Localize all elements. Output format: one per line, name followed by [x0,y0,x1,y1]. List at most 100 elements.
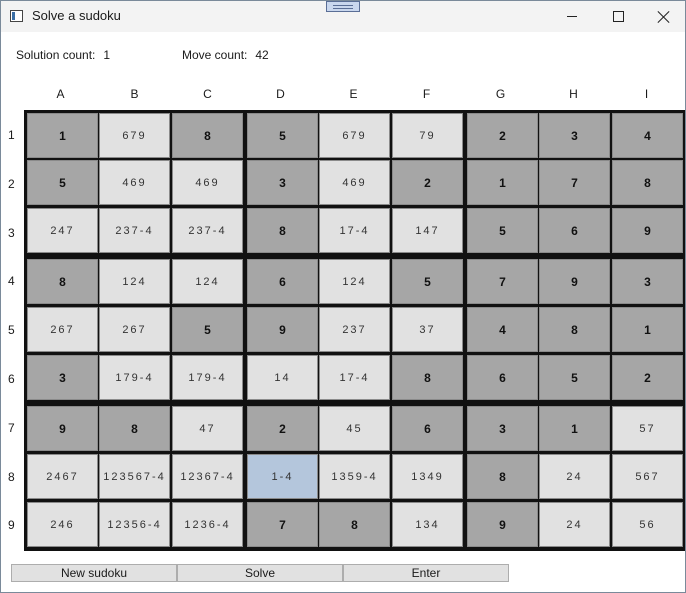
row-header: 1 [8,128,15,142]
row-header: 4 [8,274,15,288]
sudoku-cell[interactable]: 5 [27,160,98,205]
drag-handle-icon[interactable] [326,1,360,12]
solve-button[interactable]: Solve [177,564,343,582]
sudoku-cell[interactable]: 5 [467,208,538,253]
sudoku-cell[interactable]: 679 [319,113,390,158]
sudoku-cell[interactable]: 12367-4 [172,454,243,499]
sudoku-cell[interactable]: 8 [319,502,390,547]
sudoku-cell[interactable]: 3 [612,259,683,304]
sudoku-cell[interactable]: 17-4 [319,355,390,400]
sudoku-cell[interactable]: 56 [612,502,683,547]
new-sudoku-button[interactable]: New sudoku [11,564,177,582]
sudoku-cell[interactable]: 179-4 [99,355,170,400]
maximize-button[interactable] [595,1,641,32]
sudoku-cell[interactable]: 247 [27,208,98,253]
row-header: 5 [8,323,15,337]
sudoku-cell[interactable]: 1 [27,113,98,158]
sudoku-cell[interactable]: 3 [539,113,610,158]
sudoku-cell[interactable]: 8 [172,113,243,158]
sudoku-cell[interactable]: 14 [247,355,318,400]
sudoku-cell[interactable]: 9 [467,502,538,547]
sudoku-cell[interactable]: 5 [392,259,463,304]
sudoku-cell[interactable]: 6 [392,406,463,451]
sudoku-cell[interactable]: 8 [392,355,463,400]
sudoku-cell[interactable]: 2 [392,160,463,205]
sudoku-cell[interactable]: 8 [247,208,318,253]
sudoku-cell[interactable]: 79 [392,113,463,158]
sudoku-cell[interactable]: 3 [247,160,318,205]
enter-button[interactable]: Enter [343,564,509,582]
sudoku-cell[interactable]: 47 [172,406,243,451]
sudoku-cell[interactable]: 124 [99,259,170,304]
sudoku-cell[interactable]: 6 [539,208,610,253]
sudoku-cell[interactable]: 469 [319,160,390,205]
sudoku-cell[interactable]: 24 [539,454,610,499]
sudoku-cell[interactable]: 2 [467,113,538,158]
sudoku-cell[interactable]: 124 [172,259,243,304]
sudoku-cell[interactable]: 469 [172,160,243,205]
column-header: B [130,87,139,101]
sudoku-cell[interactable]: 45 [319,406,390,451]
column-header: G [495,87,506,101]
close-button[interactable] [641,1,686,32]
sudoku-cell[interactable]: 6 [467,355,538,400]
sudoku-cell[interactable]: 8 [99,406,170,451]
row-header: 9 [8,518,15,532]
minimize-button[interactable] [549,1,595,32]
sudoku-cell[interactable]: 124 [319,259,390,304]
sudoku-cell[interactable]: 3 [467,406,538,451]
sudoku-cell[interactable]: 237-4 [99,208,170,253]
sudoku-cell[interactable]: 2 [247,406,318,451]
sudoku-cell[interactable]: 8 [612,160,683,205]
sudoku-cell[interactable]: 9 [539,259,610,304]
sudoku-cell[interactable]: 1349 [392,454,463,499]
sudoku-cell[interactable]: 679 [99,113,170,158]
sudoku-cell[interactable]: 4 [467,307,538,352]
sudoku-cell[interactable]: 1 [539,406,610,451]
sudoku-cell[interactable]: 2 [612,355,683,400]
sudoku-cell[interactable]: 5 [247,113,318,158]
sudoku-cell[interactable]: 7 [467,259,538,304]
sudoku-cell[interactable]: 179-4 [172,355,243,400]
sudoku-cell[interactable]: 6 [247,259,318,304]
sudoku-cell[interactable]: 5 [172,307,243,352]
sudoku-cell[interactable]: 237-4 [172,208,243,253]
sudoku-cell[interactable]: 237 [319,307,390,352]
row-header: 2 [8,177,15,191]
title-bar[interactable]: Solve a sudoku [1,1,685,32]
sudoku-cell[interactable]: 9 [612,208,683,253]
sudoku-cell[interactable]: 12356-4 [99,502,170,547]
sudoku-cell[interactable]: 8 [539,307,610,352]
sudoku-cell[interactable]: 1 [467,160,538,205]
row-header: 8 [8,470,15,484]
row-header: 7 [8,421,15,435]
sudoku-cell[interactable]: 7 [247,502,318,547]
sudoku-cell[interactable]: 3 [27,355,98,400]
sudoku-cell[interactable]: 147 [392,208,463,253]
sudoku-cell[interactable]: 1236-4 [172,502,243,547]
sudoku-cell[interactable]: 8 [27,259,98,304]
sudoku-cell[interactable]: 1359-4 [319,454,390,499]
sudoku-cell[interactable]: 8 [467,454,538,499]
sudoku-cell[interactable]: 37 [392,307,463,352]
sudoku-cell[interactable]: 267 [99,307,170,352]
sudoku-cell[interactable]: 134 [392,502,463,547]
sudoku-cell[interactable]: 123567-4 [99,454,170,499]
window-title: Solve a sudoku [32,8,121,23]
sudoku-cell[interactable]: 24 [539,502,610,547]
sudoku-cell[interactable]: 1 [612,307,683,352]
sudoku-cell[interactable]: 1-4 [247,454,318,499]
sudoku-cell[interactable]: 9 [27,406,98,451]
sudoku-cell[interactable]: 2467 [27,454,98,499]
sudoku-cell[interactable]: 17-4 [319,208,390,253]
sudoku-cell[interactable]: 267 [27,307,98,352]
sudoku-cell[interactable]: 5 [539,355,610,400]
sudoku-cell[interactable]: 57 [612,406,683,451]
sudoku-cell[interactable]: 4 [612,113,683,158]
sudoku-cell[interactable]: 7 [539,160,610,205]
sudoku-cell[interactable]: 246 [27,502,98,547]
sudoku-cell[interactable]: 469 [99,160,170,205]
sudoku-cell[interactable]: 9 [247,307,318,352]
sudoku-cell[interactable]: 567 [612,454,683,499]
